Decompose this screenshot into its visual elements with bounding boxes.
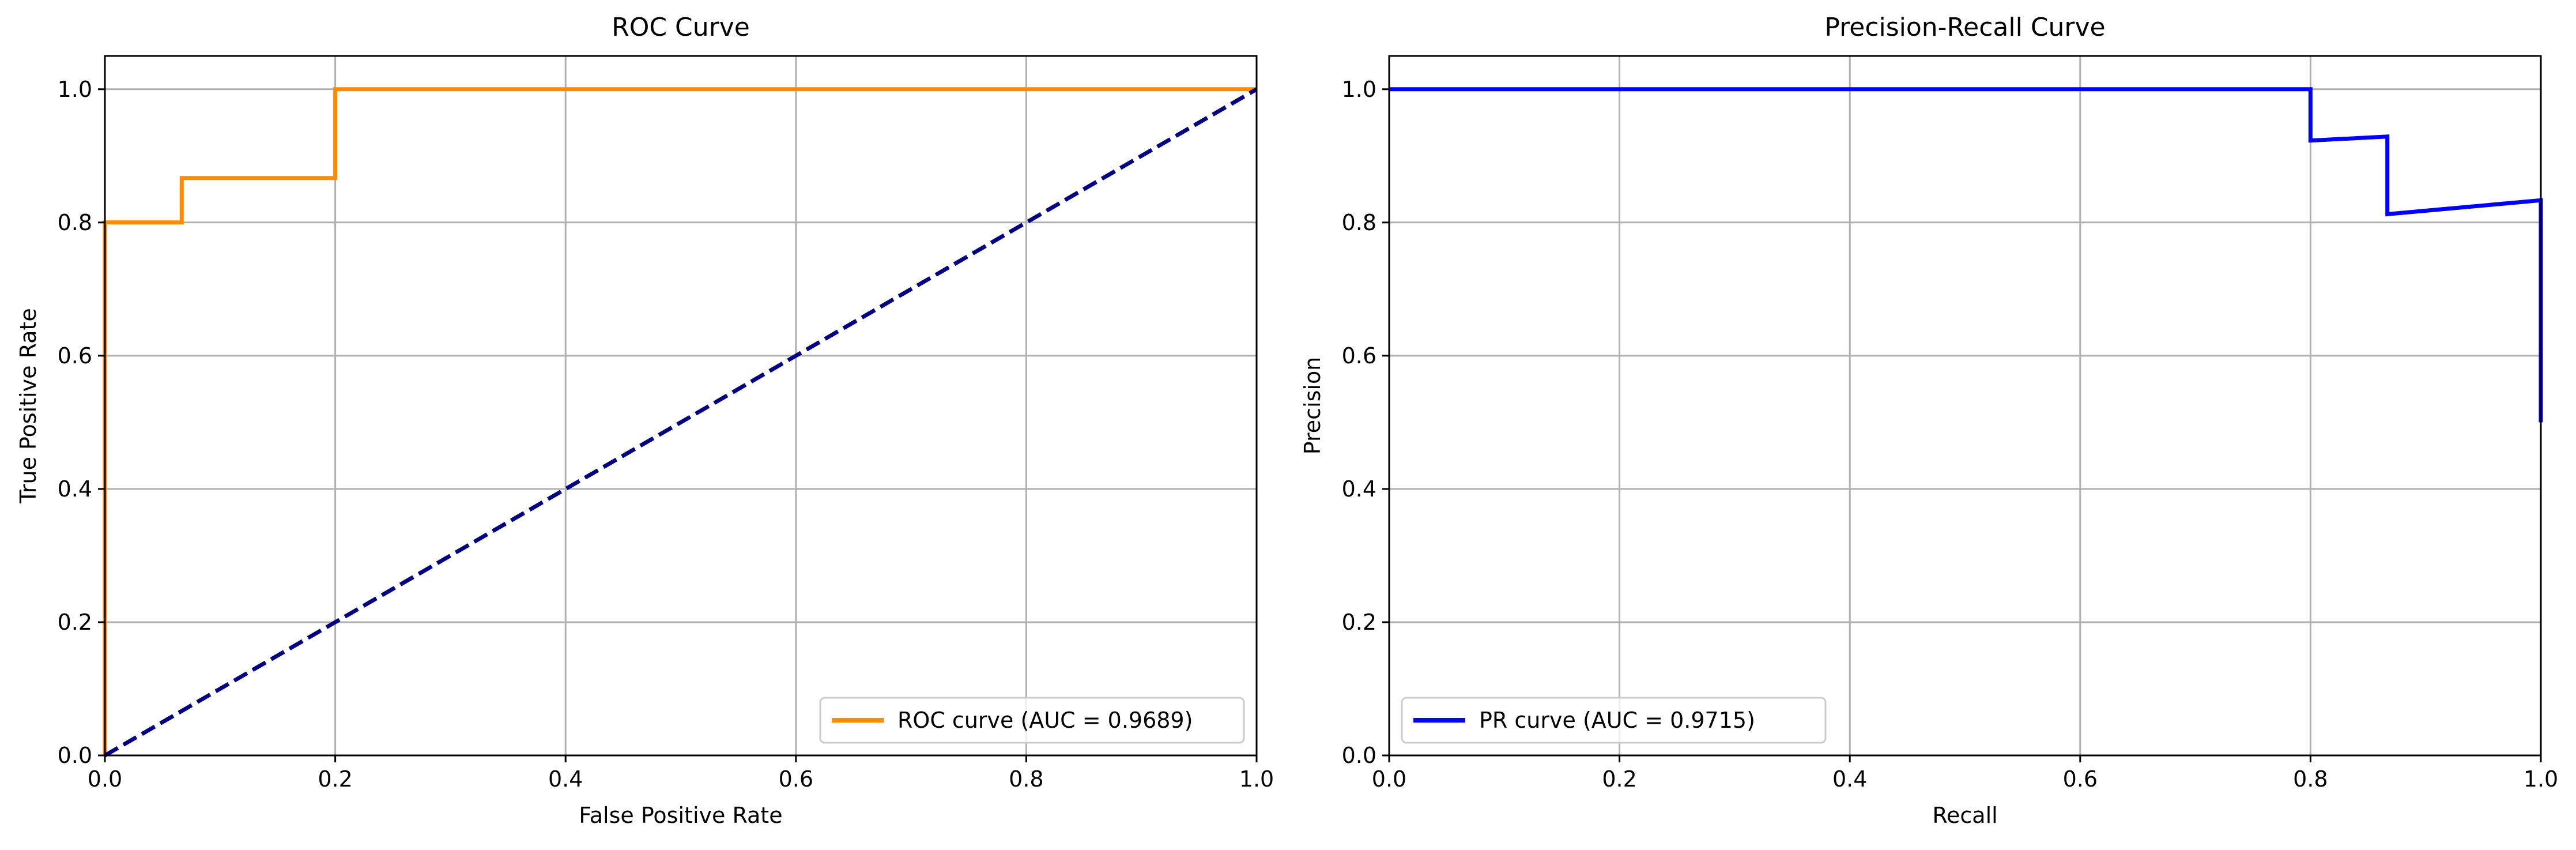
roc-x-tick-label: 1.0 bbox=[1239, 766, 1274, 792]
roc-axes-frame bbox=[104, 55, 1258, 757]
pr-x-tick-label: 0.8 bbox=[2293, 766, 2328, 792]
roc-series-diagonal-reference-line bbox=[104, 87, 1258, 758]
pr-x-tick-label: 0.6 bbox=[2063, 766, 2098, 792]
pr-x-axis-label: Recall bbox=[1932, 803, 1997, 828]
pr-y-tick-label: 0.8 bbox=[1342, 210, 1376, 235]
pr-y-tick-label: 0.0 bbox=[1342, 743, 1376, 768]
pr-x-tick-label: 0.0 bbox=[1372, 766, 1406, 792]
roc-x-tick-label: 0.0 bbox=[88, 766, 122, 792]
pr-axes-frame bbox=[1388, 55, 2542, 757]
roc-y-tick-label: 0.2 bbox=[58, 610, 92, 635]
roc-y-tick-label: 0.8 bbox=[58, 210, 92, 235]
pr-panel: 0.0 0.2 0.4 0.6 0.8 1.0 0.0 0.2 0.4 0.6 0.8 1.0 Pre… bbox=[1300, 13, 2558, 828]
pr-legend: PR curve (AUC = 0.9715) bbox=[1401, 697, 1827, 744]
pr-x-tick-label: 1.0 bbox=[2524, 766, 2558, 792]
roc-panel: 0.0 0.2 0.4 0.6 0.8 1.0 0.0 0.2 0.4 0.6 0.8 1.0 ROC… bbox=[16, 13, 1274, 828]
roc-y-tick-label: 0.6 bbox=[58, 343, 92, 368]
roc-y-tick-label: 0.0 bbox=[58, 743, 92, 768]
roc-y-tick-label: 0.4 bbox=[58, 476, 92, 502]
roc-ticks: 0.0 0.2 0.4 0.6 0.8 1.0 0.0 0.2 0.4 0.6 0.8 1.0 bbox=[58, 77, 1274, 792]
roc-chart-title: ROC Curve bbox=[612, 13, 750, 42]
roc-legend-box bbox=[819, 697, 1245, 744]
pr-x-tick-label: 0.2 bbox=[1602, 766, 1636, 792]
pr-y-tick-label: 0.4 bbox=[1342, 476, 1376, 502]
roc-legend-label: ROC curve (AUC = 0.9689) bbox=[897, 708, 1193, 733]
pr-legend-label: PR curve (AUC = 0.9715) bbox=[1479, 708, 1755, 733]
pr-legend-box bbox=[1401, 697, 1827, 744]
roc-y-tick-label: 1.0 bbox=[58, 77, 92, 102]
pr-x-tick-label: 0.4 bbox=[1832, 766, 1867, 792]
pr-y-tick-label: 0.2 bbox=[1342, 610, 1376, 635]
pr-y-tick-label: 1.0 bbox=[1342, 77, 1376, 102]
roc-x-axis-label: False Positive Rate bbox=[579, 803, 782, 828]
roc-x-tick-label: 0.2 bbox=[318, 766, 352, 792]
roc-x-tick-label: 0.8 bbox=[1009, 766, 1043, 792]
pr-ticks: 0.0 0.2 0.4 0.6 0.8 1.0 0.0 0.2 0.4 0.6 0.8 1.0 bbox=[1342, 77, 2559, 792]
roc-legend: ROC curve (AUC = 0.9689) bbox=[819, 697, 1245, 744]
roc-y-axis-label: True Positive Rate bbox=[16, 308, 41, 504]
pr-y-tick-label: 0.6 bbox=[1342, 343, 1376, 368]
roc-x-tick-label: 0.4 bbox=[548, 766, 583, 792]
roc-x-tick-label: 0.6 bbox=[779, 766, 813, 792]
pr-y-axis-label: Precision bbox=[1300, 357, 1325, 455]
pr-chart-title: Precision-Recall Curve bbox=[1824, 13, 2105, 42]
